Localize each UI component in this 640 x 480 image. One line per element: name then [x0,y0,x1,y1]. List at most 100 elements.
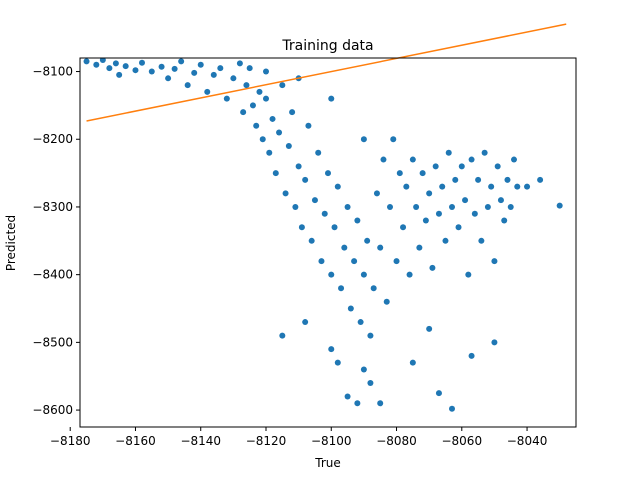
scatter-point [171,65,178,72]
scatter-point [295,163,302,170]
scatter-point [462,197,469,204]
scatter-point [158,63,165,70]
scatter-point [422,217,429,224]
scatter-point [409,156,416,163]
scatter-point [165,75,172,82]
scatter-point [263,68,269,75]
scatter-point [341,244,348,251]
scatter-point [507,203,514,210]
scatter-point [432,163,439,170]
scatter-point [491,258,498,265]
scatter-point [377,244,384,251]
scatter-point [184,82,191,89]
scatter-point [112,60,119,67]
scatter-point [285,143,292,150]
scatter-point [279,82,286,89]
scatter-point [289,109,296,116]
scatter-point [256,88,263,95]
scatter-point [471,210,478,217]
scatter-point [504,176,511,183]
scatter-point [455,224,462,231]
y-tick-label: −8400 [32,268,73,282]
scatter-point [315,149,322,156]
x-tick-label: −8040 [507,434,548,448]
scatter-point [426,190,433,197]
scatter-point [204,88,211,95]
scatter-point [305,122,312,129]
x-tick-label: −8060 [441,434,482,448]
scatter-point [217,65,224,72]
x-tick-label: −8160 [115,434,156,448]
scatter-point [367,379,374,386]
y-tick-label: −8300 [32,200,73,214]
scatter-point [328,346,335,353]
scatter-point [302,176,309,183]
scatter-point [106,65,113,72]
scatter-point [449,203,455,210]
scatter-point [468,352,475,359]
scatter-point [246,65,253,72]
scatter-point [390,136,397,143]
scatter-point [351,258,358,265]
scatter-point [308,237,315,244]
scatter-point [276,129,283,136]
scatter-point [116,71,123,78]
x-tick-label: −8080 [376,434,417,448]
scatter-point [328,95,335,102]
scatter-point [468,156,475,163]
scatter-point [263,95,269,102]
scatter-point [132,67,139,74]
scatter-point [403,183,410,190]
scatter-point [357,319,364,326]
scatter-point [494,163,501,170]
scatter-point [83,58,90,65]
scatter-point [481,149,488,156]
scatter-point [537,176,544,183]
scatter-point [435,210,442,217]
scatter-point [491,339,498,346]
scatter-point [360,136,367,143]
scatter-point [249,102,256,109]
scatter-point [347,305,354,312]
scatter-point [354,400,361,407]
scatter-point [236,60,243,67]
scatter-point [370,285,377,292]
scatter-point [416,244,423,251]
scatter-point [400,224,407,231]
scatter-point [373,190,380,197]
scatter-point [452,176,459,183]
scatter-point [292,203,299,210]
scatter-point [488,183,495,190]
scatter-point [475,176,482,183]
scatter-point [344,393,351,400]
scatter-point [497,197,504,204]
scatter-point [243,82,250,89]
x-axis: −8180 −8160 −8140 −8120 −8100 −8080 −8060 −8040 [50,427,547,448]
scatter-point [364,237,371,244]
scatter-point [338,285,345,292]
x-axis-title: True [314,456,341,470]
scatter-point [334,183,341,190]
scatter-point [524,183,531,190]
plot-area [83,23,567,412]
scatter-point [511,156,517,163]
scatter-point [344,203,351,210]
scatter-point [139,59,145,66]
scatter-point [210,71,217,78]
scatter-point [259,136,266,143]
x-tick-label: −8140 [180,434,221,448]
scatter-point [514,183,521,190]
scatter-point [458,163,465,170]
scatter-point [360,271,367,278]
scatter-point [387,203,393,210]
scatter-point [380,156,387,163]
scatter-point [501,217,508,224]
chart-title: Training data [281,38,373,54]
scatter-point [396,170,403,177]
scatter-point [266,149,273,156]
scatter-point [93,61,100,68]
scatter-point [99,58,106,64]
scatter-point [449,405,455,412]
plot-frame [79,57,577,428]
scatter-point [325,170,331,177]
